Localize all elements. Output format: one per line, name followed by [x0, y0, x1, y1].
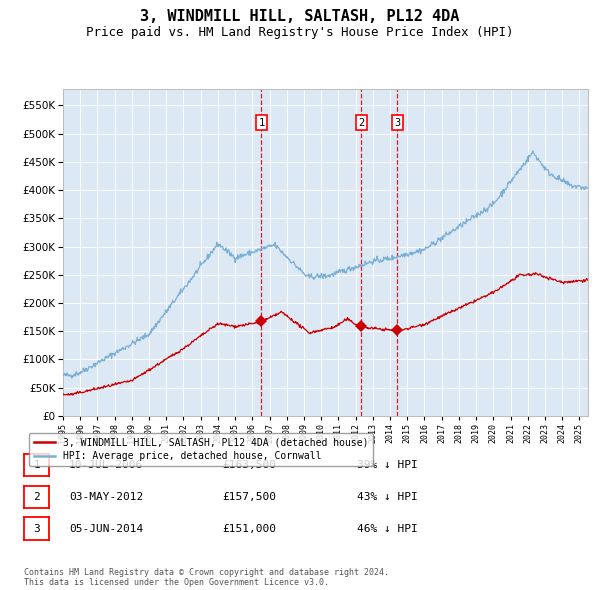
Text: 05-JUN-2014: 05-JUN-2014 — [69, 524, 143, 533]
Text: £157,500: £157,500 — [222, 492, 276, 502]
Text: 3: 3 — [33, 524, 40, 533]
Text: 1: 1 — [259, 118, 265, 128]
Text: 2: 2 — [358, 118, 365, 128]
Text: 03-MAY-2012: 03-MAY-2012 — [69, 492, 143, 502]
Text: £163,500: £163,500 — [222, 460, 276, 470]
Text: Contains HM Land Registry data © Crown copyright and database right 2024.
This d: Contains HM Land Registry data © Crown c… — [24, 568, 389, 587]
Text: 10-JUL-2006: 10-JUL-2006 — [69, 460, 143, 470]
Text: 3, WINDMILL HILL, SALTASH, PL12 4DA: 3, WINDMILL HILL, SALTASH, PL12 4DA — [140, 9, 460, 24]
Text: Price paid vs. HM Land Registry's House Price Index (HPI): Price paid vs. HM Land Registry's House … — [86, 26, 514, 39]
Text: £151,000: £151,000 — [222, 524, 276, 533]
Text: 39% ↓ HPI: 39% ↓ HPI — [357, 460, 418, 470]
Text: 3: 3 — [394, 118, 400, 128]
Text: 43% ↓ HPI: 43% ↓ HPI — [357, 492, 418, 502]
Legend: 3, WINDMILL HILL, SALTASH, PL12 4DA (detached house), HPI: Average price, detach: 3, WINDMILL HILL, SALTASH, PL12 4DA (det… — [29, 432, 373, 466]
Text: 46% ↓ HPI: 46% ↓ HPI — [357, 524, 418, 533]
Text: 2: 2 — [33, 492, 40, 502]
Text: 1: 1 — [33, 460, 40, 470]
